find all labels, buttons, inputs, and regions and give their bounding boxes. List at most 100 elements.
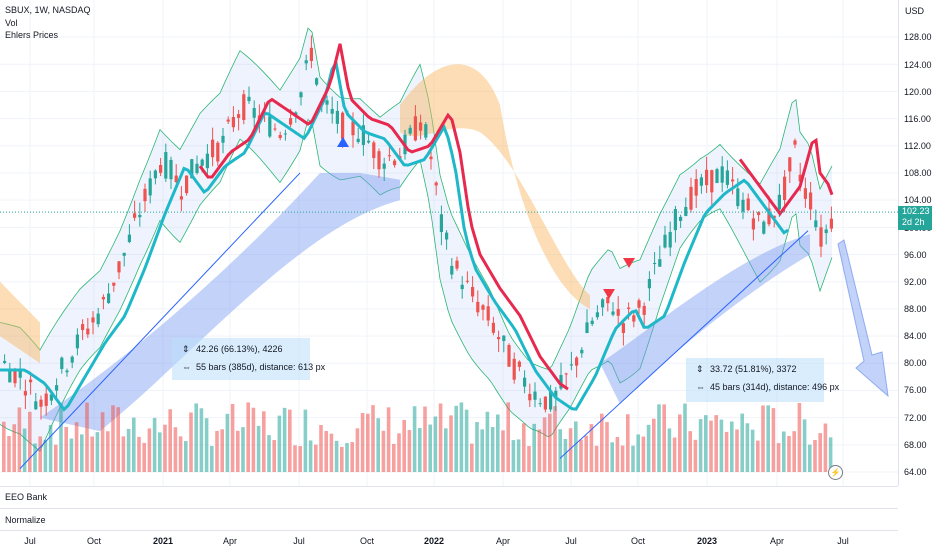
- time-axis[interactable]: [0, 530, 898, 551]
- price-chart[interactable]: [0, 0, 898, 486]
- candle-body: [273, 128, 277, 130]
- candle-body: [788, 157, 792, 172]
- volume-bar: [147, 428, 152, 472]
- measure-box-1[interactable]: ⇕ 42.26 (66.13%), 4226 ⇔ 55 bars (385d), d…: [172, 338, 325, 380]
- symbol-title[interactable]: SBUX, 1W, NASDAQ: [5, 5, 91, 15]
- candle-body: [39, 399, 43, 407]
- volume-bar: [256, 425, 261, 472]
- candle-body: [679, 216, 683, 221]
- volume-bar: [537, 429, 542, 472]
- candle-body: [632, 315, 636, 322]
- volume-bar: [293, 445, 297, 472]
- measure-bars-icon: ⇔: [696, 382, 705, 392]
- volume-bar: [142, 442, 146, 472]
- currency-label[interactable]: USD: [905, 6, 925, 16]
- candle-body: [819, 227, 823, 247]
- volume-bar: [828, 437, 833, 472]
- ma-cyan-line: [0, 58, 561, 412]
- ehlers-indicator-label[interactable]: Ehlers Prices: [5, 30, 59, 40]
- time-tick-label: Jul: [837, 536, 849, 546]
- candle-body: [237, 114, 241, 118]
- candle-body: [720, 166, 724, 183]
- volume-indicator-label[interactable]: Vol: [5, 17, 18, 28]
- last-price-tag: 102.23 2d 2h: [898, 206, 932, 230]
- volume-bar: [470, 443, 474, 472]
- volume-bar: [672, 437, 677, 472]
- upper-band-line: [0, 27, 833, 370]
- volume-bar: [698, 419, 703, 472]
- candle-body: [569, 364, 573, 366]
- volume-bar: [667, 428, 672, 472]
- price-axis[interactable]: [898, 0, 932, 486]
- volume-bar: [438, 403, 443, 472]
- volume-bar: [137, 436, 141, 472]
- volume-bar: [350, 442, 354, 472]
- candle-body: [777, 194, 781, 210]
- candle-body: [55, 385, 59, 391]
- volume-bar: [688, 431, 692, 472]
- candle-body: [91, 317, 95, 323]
- candle-body: [673, 209, 677, 231]
- measure-bars-icon: ⇔: [182, 362, 191, 372]
- volume-bar: [813, 439, 817, 472]
- measure-box-2[interactable]: ⇕ 33.72 (51.81%), 3372 ⇔ 45 bars (314d), d…: [686, 358, 839, 402]
- candle-body: [621, 323, 625, 334]
- measure-1-bars: 55 bars (385d), distance: 613 px: [196, 362, 326, 372]
- candle-body: [460, 284, 464, 290]
- candle-body: [699, 177, 703, 186]
- price-tick-label: 120.00: [904, 87, 932, 97]
- volume-bar: [646, 424, 651, 472]
- normalize-pane[interactable]: Normalize: [0, 508, 898, 531]
- measure-1-price: 42.26 (66.13%), 4226: [196, 344, 283, 354]
- normalize-label: Normalize: [5, 515, 46, 525]
- volume-bar: [548, 413, 552, 472]
- volume-bar: [95, 432, 100, 472]
- volume-bar: [750, 429, 755, 472]
- candle-body: [419, 122, 423, 131]
- candle-body: [174, 175, 178, 183]
- candle-body: [465, 280, 469, 282]
- candle-body: [824, 229, 828, 234]
- volume-bar: [48, 425, 53, 472]
- price-tick-label: 68.00: [904, 440, 927, 450]
- time-tick-label: Apr: [495, 536, 511, 546]
- candle-body: [200, 159, 204, 166]
- candle-body: [49, 394, 53, 401]
- volume-bar: [818, 433, 822, 472]
- volume-bar: [522, 423, 526, 472]
- price-tick-label: 108.00: [904, 168, 932, 178]
- candle-body: [580, 349, 584, 354]
- candle-body: [159, 164, 163, 173]
- volume-bar: [28, 411, 32, 472]
- volume-bar: [314, 444, 318, 472]
- candle-body: [387, 155, 391, 157]
- volume-bar: [64, 427, 68, 472]
- candle-body: [242, 94, 246, 121]
- candle-body: [715, 169, 719, 183]
- volume-bar: [392, 443, 396, 472]
- candle-body: [86, 328, 90, 335]
- volume-bar: [792, 431, 796, 472]
- candle-body: [226, 119, 230, 122]
- volume-bar: [126, 428, 131, 472]
- volume-bar: [308, 440, 313, 472]
- volume-bar: [787, 436, 791, 472]
- volume-bar: [178, 436, 183, 472]
- candle-body: [601, 299, 605, 308]
- candle-body: [653, 262, 657, 265]
- volume-bar: [329, 433, 334, 472]
- candle-body: [8, 369, 12, 383]
- candle-body: [517, 361, 521, 367]
- measure-price-icon: ⇕: [182, 344, 190, 354]
- volume-bar: [38, 436, 42, 472]
- volume-bar: [189, 412, 193, 472]
- volume-bar: [236, 430, 240, 472]
- lightning-icon[interactable]: ⚡: [828, 465, 843, 480]
- volume-bar: [756, 440, 760, 472]
- eeo-bank-pane[interactable]: EEO Bank: [0, 486, 898, 509]
- volume-bar: [230, 403, 235, 472]
- ma-cyan-line: [559, 178, 789, 411]
- volume-bar: [724, 431, 729, 472]
- time-tick-label: 2023: [696, 536, 718, 546]
- volume-bar: [428, 424, 432, 472]
